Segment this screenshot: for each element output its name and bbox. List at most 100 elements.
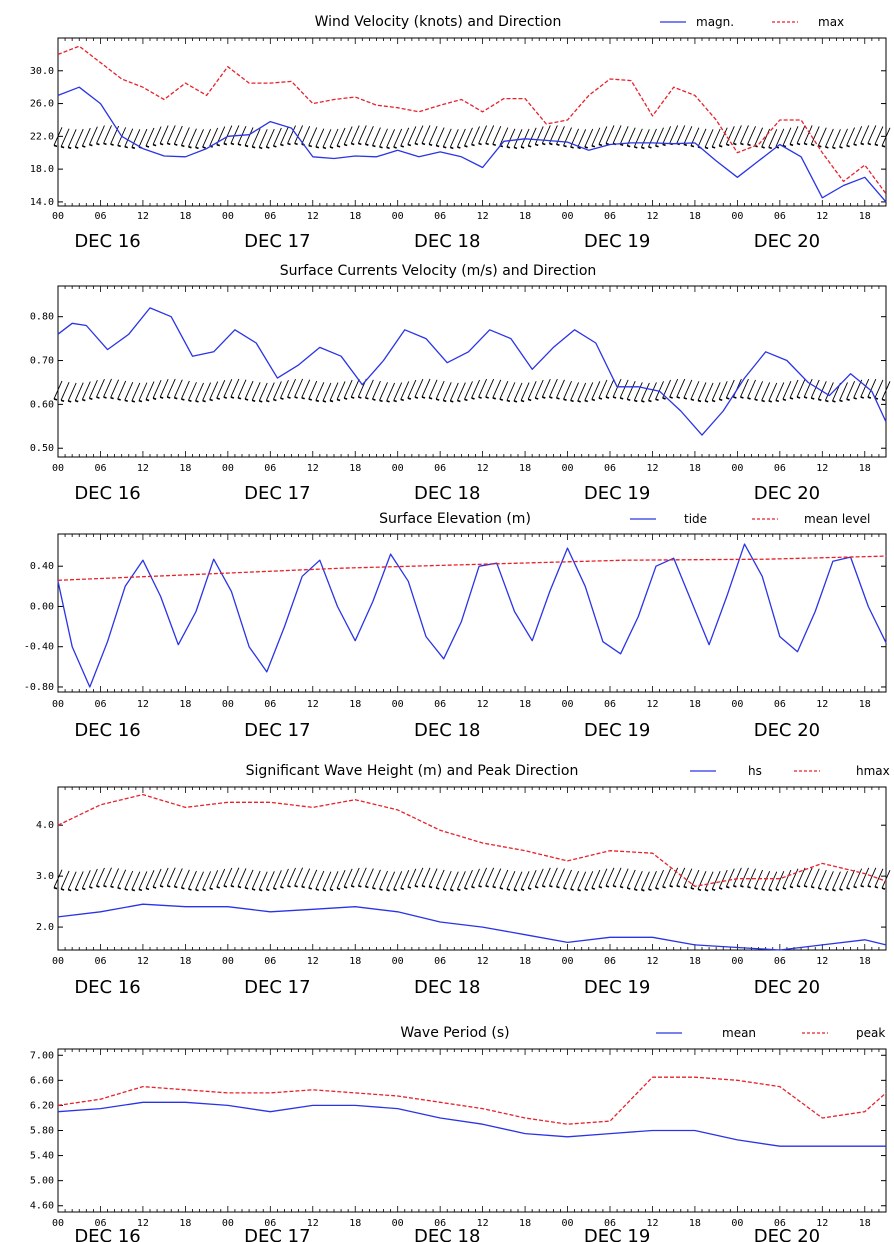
direction-arrow-tail <box>287 396 291 399</box>
x-tick-label: 18 <box>179 699 191 710</box>
plot-frame <box>57 533 887 693</box>
direction-arrow <box>584 871 594 890</box>
direction-arrow-tail <box>223 142 228 146</box>
direction-arrow <box>180 127 190 146</box>
x-tick-label: 06 <box>774 463 786 474</box>
x-tick-label: 00 <box>731 211 743 222</box>
direction-arrow <box>272 127 282 147</box>
y-tick-label: 6.60 <box>30 1075 54 1086</box>
direction-arrow-tail <box>527 887 532 890</box>
direction-arrow-tail <box>556 143 560 147</box>
day-label: DEC 18 <box>414 720 480 741</box>
direction-arrow-tail <box>273 398 277 402</box>
direction-arrow-tail <box>655 887 659 890</box>
direction-arrow-tail <box>584 146 589 149</box>
direction-arrow <box>152 126 162 145</box>
direction-arrow <box>400 381 410 400</box>
direction-arrow-tail <box>704 146 709 150</box>
direction-arrow-tail <box>258 400 263 403</box>
direction-arrow <box>612 378 622 398</box>
direction-arrow <box>577 129 587 148</box>
direction-arrow <box>867 378 877 398</box>
direction-arrow-tail <box>591 887 596 890</box>
x-tick-label: 12 <box>477 956 489 967</box>
x-tick-label: 12 <box>307 211 319 222</box>
x-tick-label: 00 <box>731 699 743 710</box>
direction-arrow <box>202 382 212 401</box>
direction-arrow <box>683 126 693 145</box>
legend-label-1: magn. <box>696 15 734 29</box>
direction-arrow <box>492 868 502 887</box>
direction-arrow <box>301 125 311 145</box>
day-label: DEC 18 <box>414 977 480 998</box>
direction-arrow <box>633 871 643 890</box>
x-tick-label: 12 <box>477 699 489 710</box>
series-line-2 <box>57 555 887 581</box>
direction-arrow <box>846 127 856 146</box>
direction-arrow-tail <box>542 396 546 399</box>
legend: hs hmax <box>690 764 890 778</box>
x-tick-label: 00 <box>562 699 574 710</box>
direction-arrow-tail <box>216 886 221 889</box>
direction-arrow-tail <box>563 144 567 148</box>
direction-arrow <box>633 128 643 148</box>
x-tick-label: 06 <box>774 211 786 222</box>
direction-arrow <box>67 129 77 148</box>
direction-arrow-tail <box>103 884 107 888</box>
direction-arrow <box>357 125 367 144</box>
x-tick-label: 06 <box>774 1218 786 1229</box>
x-tick-label: 12 <box>816 1218 828 1229</box>
direction-arrow-tail <box>718 398 723 402</box>
direction-arrow-tail <box>796 396 801 399</box>
direction-arrow <box>556 868 565 887</box>
x-tick-label: 06 <box>774 956 786 967</box>
direction-arrow <box>372 380 381 400</box>
direction-arrow <box>541 378 551 398</box>
direction-arrow-tail <box>74 888 79 892</box>
direction-arrow <box>839 128 848 148</box>
direction-arrow-tail <box>457 888 461 892</box>
direction-arrow-tail <box>846 398 850 401</box>
direction-arrow-tail <box>67 888 72 892</box>
direction-arrow <box>287 125 296 144</box>
direction-arrow-tail <box>605 396 610 399</box>
direction-arrow <box>563 381 572 400</box>
x-tick-label: 00 <box>392 699 404 710</box>
direction-arrow <box>350 378 360 398</box>
x-tick-label: 06 <box>264 956 276 967</box>
direction-arrow <box>817 869 827 889</box>
direction-arrow-tail <box>853 397 857 400</box>
direction-arrow <box>577 871 587 890</box>
direction-arrow <box>442 382 452 401</box>
direction-arrow <box>740 125 749 144</box>
direction-arrow <box>223 378 233 398</box>
direction-arrow-tail <box>527 145 532 148</box>
direction-arrow <box>103 378 112 398</box>
direction-arrow <box>810 126 820 145</box>
direction-arrow <box>697 871 707 890</box>
x-tick-label: 00 <box>222 211 234 222</box>
direction-arrow <box>669 867 679 886</box>
series-line-2 <box>57 1076 887 1125</box>
direction-arrow <box>556 379 565 399</box>
direction-arrow-tail <box>350 142 355 146</box>
direction-arrow <box>725 126 735 145</box>
x-tick-label: 00 <box>562 463 574 474</box>
x-tick-label: 06 <box>94 699 106 710</box>
direction-arrow <box>464 127 473 147</box>
direction-arrow-tail <box>570 399 574 403</box>
direction-arrow-tail <box>393 888 397 892</box>
direction-arrow-tail <box>202 399 206 403</box>
direction-arrow-tail <box>89 886 93 889</box>
y-tick-label: 0.70 <box>30 356 54 367</box>
direction-arrow-tail <box>711 146 716 149</box>
direction-arrow-tail <box>867 142 872 146</box>
direction-arrow-tail <box>372 144 376 148</box>
direction-arrow <box>669 125 679 144</box>
direction-arrow <box>612 125 622 144</box>
direction-arrow-tail <box>669 396 673 399</box>
direction-arrow <box>640 129 650 148</box>
direction-arrow-tail <box>251 399 256 403</box>
direction-arrow-tail <box>329 146 334 149</box>
direction-arrow <box>244 380 254 400</box>
